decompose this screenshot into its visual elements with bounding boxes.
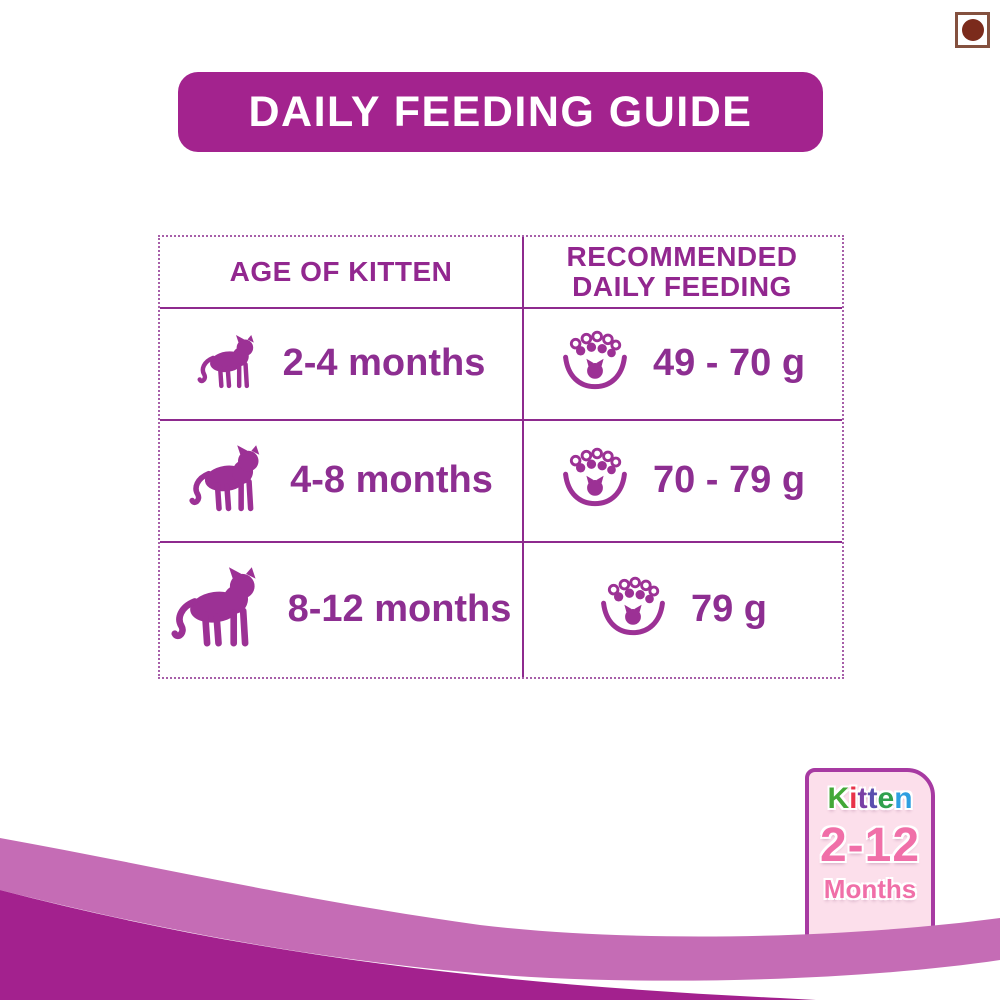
badge-letter: t [867,782,878,815]
cat-icon [189,445,268,515]
cat-icon [171,567,266,651]
column-header-feeding: RECOMMENDED DAILY FEEDING [566,240,798,302]
table-row-2-feeding: 70 - 79 g [522,419,842,541]
column-divider [522,237,524,677]
table-row-3-feeding: 79 g [522,541,842,677]
badge-letter: e [877,782,895,815]
nonveg-indicator-icon [955,12,990,48]
age-text: 4-8 months [290,458,493,501]
badge-letter: i [849,782,858,815]
table-row-1-age: 2-4 months [160,307,522,419]
feeding-table: AGE OF KITTEN RECOMMENDED DAILY FEEDING … [158,235,844,679]
feeding-text: 70 - 79 g [652,458,806,501]
badge-product-name: Kitten [827,784,912,814]
badge-letter: t [857,782,868,815]
nonveg-dot [961,19,984,41]
kitten-age-badge: Kitten 2-12 Months [805,768,935,944]
kibble-bowl-icon [597,576,669,642]
row-divider [160,419,842,421]
kibble-bowl-icon [559,447,631,513]
badge-age-range: 2-12 [819,819,921,872]
badge-age-unit: Months [823,874,917,904]
column-header-age: AGE OF KITTEN [229,255,453,287]
badge-letter: n [894,782,913,815]
row-divider [160,307,842,309]
age-text: 8-12 months [287,587,512,630]
age-text: 2-4 months [282,341,486,384]
feeding-text: 49 - 70 g [652,341,806,384]
table-row-1-feeding: 49 - 70 g [522,307,842,419]
kibble-bowl-icon [559,330,631,396]
row-divider [160,541,842,543]
page-title: DAILY FEEDING GUIDE [248,87,753,136]
title-banner: DAILY FEEDING GUIDE [178,72,823,152]
cat-icon [197,335,261,391]
table-row-2-age: 4-8 months [160,419,522,541]
table-row-3-age: 8-12 months [160,541,522,677]
badge-letter: K [827,782,850,815]
feeding-text: 79 g [690,587,768,630]
